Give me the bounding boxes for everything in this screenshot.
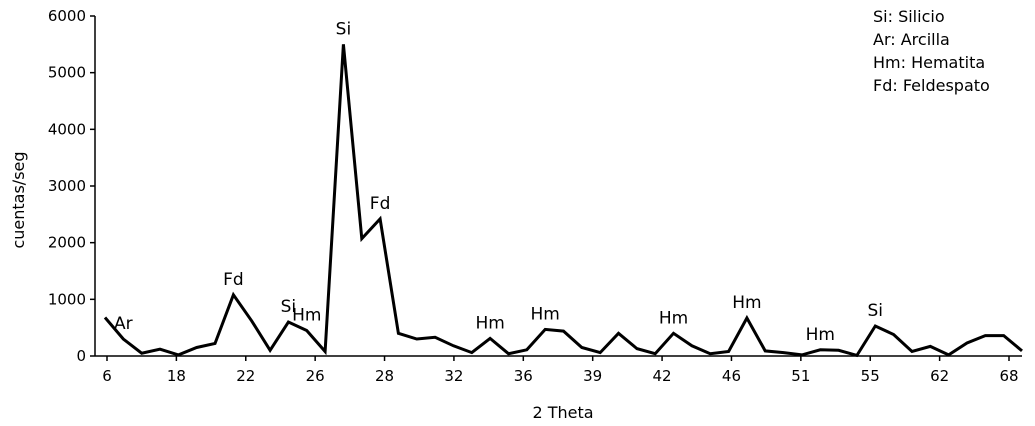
y-tick-label: 6000 — [48, 7, 86, 25]
legend: Si: Silicio Ar: Arcilla Hm: Hematita Fd:… — [873, 7, 990, 95]
x-tick-label: 46 — [722, 367, 741, 385]
x-tick-label: 28 — [375, 367, 394, 385]
x-tick-label: 68 — [999, 367, 1018, 385]
x-tick-label: 6 — [102, 367, 112, 385]
peak-label: Fd — [370, 194, 391, 214]
x-tick-label: 62 — [930, 367, 949, 385]
x-tick-label: 51 — [791, 367, 810, 385]
y-axis-title: cuentas/seg — [9, 151, 28, 248]
x-tick-label: 18 — [167, 367, 186, 385]
legend-entry: Si: Silicio — [873, 7, 945, 26]
peak-label: Hm — [659, 308, 688, 328]
peak-label: Fd — [223, 270, 244, 290]
y-tick-label: 1000 — [48, 290, 86, 308]
peak-label: Hm — [530, 304, 559, 324]
x-axis-title: 2 Theta — [532, 403, 593, 422]
x-tick-label: 22 — [236, 367, 255, 385]
y-tick-label: 0 — [76, 347, 86, 365]
peak-label: Si — [281, 297, 297, 317]
legend-entry: Hm: Hematita — [873, 53, 985, 72]
y-axis: 0 1000 2000 3000 4000 5000 6000 — [48, 7, 96, 365]
y-tick-label: 4000 — [48, 120, 86, 138]
y-tick-label: 2000 — [48, 234, 86, 252]
x-axis: 6 18 22 26 28 32 36 39 42 46 51 55 62 68 — [95, 355, 1022, 385]
peak-label: Hm — [732, 293, 761, 313]
peak-label: Ar — [114, 314, 133, 334]
x-tick-label: 39 — [583, 367, 602, 385]
peak-label: Si — [336, 19, 352, 39]
peak-label: Si — [868, 301, 884, 321]
x-tick-label: 36 — [514, 367, 533, 385]
x-tick-label: 26 — [306, 367, 325, 385]
y-tick-label: 5000 — [48, 64, 86, 82]
peak-label: Hm — [292, 306, 321, 326]
x-tick-label: 32 — [444, 367, 463, 385]
legend-entry: Fd: Feldespato — [873, 76, 990, 95]
peak-label: Hm — [475, 313, 504, 333]
y-tick-label: 3000 — [48, 177, 86, 195]
legend-entry: Ar: Arcilla — [873, 30, 950, 49]
series — [103, 44, 1023, 358]
x-tick-label: 42 — [653, 367, 672, 385]
x-tick-label: 55 — [861, 367, 880, 385]
data-line — [103, 44, 1023, 358]
peak-label: Hm — [806, 325, 835, 345]
